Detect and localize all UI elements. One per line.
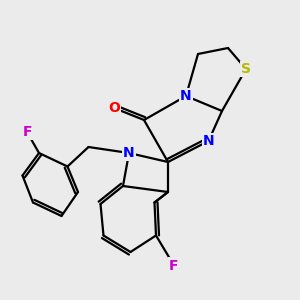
Text: N: N	[180, 89, 192, 103]
Text: S: S	[241, 62, 251, 76]
Text: F: F	[22, 125, 32, 139]
Text: N: N	[123, 146, 135, 160]
Text: F: F	[169, 259, 179, 272]
Text: N: N	[203, 134, 214, 148]
Text: O: O	[108, 101, 120, 115]
